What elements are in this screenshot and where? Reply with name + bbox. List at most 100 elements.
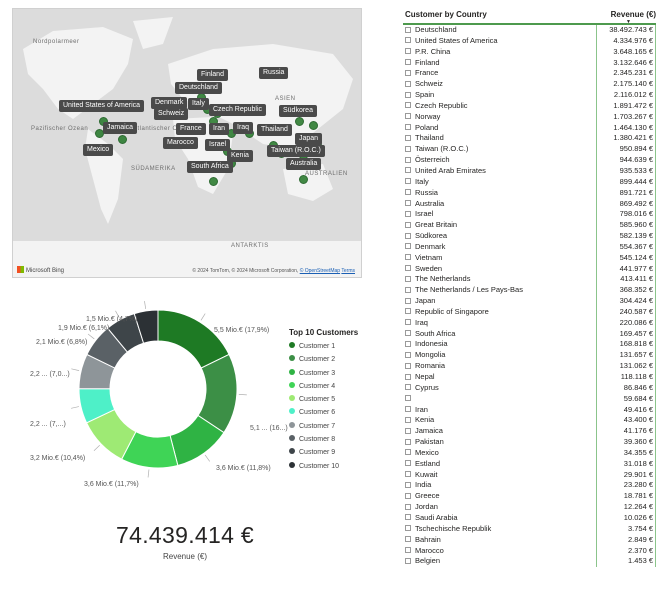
table-row[interactable]: Iraq 220.086 € [403,318,655,329]
expand-icon[interactable] [403,339,415,350]
expand-icon[interactable] [403,133,415,144]
column-header-revenue[interactable]: Revenue (€) ▼ [598,10,656,25]
table-row[interactable]: Bahrain 2.849 € [403,535,655,546]
expand-icon[interactable] [403,58,415,69]
expand-icon[interactable] [403,25,415,36]
table-row[interactable]: Iran 49.416 € [403,405,655,416]
table-row[interactable]: Great Britain 585.960 € [403,220,655,231]
table-row[interactable]: Spain 2.116.012 € [403,90,655,101]
table-row[interactable]: Saudi Arabia 10.026 € [403,513,655,524]
donut-slice-customer-10[interactable] [133,309,159,344]
expand-icon[interactable] [403,502,415,513]
map-label-deutschland[interactable]: Deutschland [175,82,222,94]
table-row[interactable]: Mexico 34.355 € [403,448,655,459]
table-row[interactable]: Mongolia 131.657 € [403,350,655,361]
table-row[interactable]: Poland 1.464.130 € [403,123,655,134]
table-row[interactable]: Finland 3.132.646 € [403,58,655,69]
expand-icon[interactable] [403,231,415,242]
table-row[interactable]: United States of America 4.334.976 € [403,36,655,47]
expand-icon[interactable] [403,199,415,210]
map-label-finland[interactable]: Finland [197,69,228,81]
table-row[interactable]: Deutschland 38.492.743 € [403,25,655,36]
table-row[interactable]: Kenia 43.400 € [403,415,655,426]
expand-icon[interactable] [403,372,415,383]
table-row[interactable]: South Africa 169.457 € [403,329,655,340]
table-row[interactable]: The Netherlands 413.411 € [403,274,655,285]
column-header-country[interactable]: Customer by Country [405,10,487,19]
expand-icon[interactable] [403,480,415,491]
table-row[interactable]: Norway 1.703.267 € [403,112,655,123]
legend-item[interactable]: Customer 4 [289,381,358,395]
map-label-suedkorea[interactable]: Südkorea [279,105,317,117]
table-row[interactable]: Indonesia 168.818 € [403,339,655,350]
table-row[interactable]: Estland 31.018 € [403,459,655,470]
table-row[interactable]: United Arab Emirates 935.533 € [403,166,655,177]
expand-icon[interactable] [403,296,415,307]
expand-icon[interactable] [403,535,415,546]
table-row[interactable]: Sweden 441.977 € [403,264,655,275]
expand-icon[interactable] [403,524,415,535]
table-row[interactable]: P.R. China 3.648.165 € [403,47,655,58]
table-row[interactable]: Vietnam 545.124 € [403,253,655,264]
expand-icon[interactable] [403,459,415,470]
table-row[interactable]: Österreich 944.639 € [403,155,655,166]
map-label-australia[interactable]: Australia [286,158,322,170]
expand-icon[interactable] [403,383,415,394]
map-label-taiwan[interactable]: Taiwan (R.O.C.) [267,145,325,157]
expand-icon[interactable] [403,513,415,524]
expand-icon[interactable] [403,166,415,177]
table-row[interactable]: Nepal 118.118 € [403,372,655,383]
expand-icon[interactable] [403,68,415,79]
expand-icon[interactable] [403,155,415,166]
expand-icon[interactable] [403,394,415,405]
table-row[interactable]: Schweiz 2.175.140 € [403,79,655,90]
table-row[interactable]: France 2.345.231 € [403,68,655,79]
table-row[interactable]: Belgien 1.453 € [403,556,655,567]
terms-link[interactable]: Terms [341,268,355,274]
expand-icon[interactable] [403,470,415,481]
map-label-denmark[interactable]: Denmark [151,97,188,109]
expand-icon[interactable] [403,242,415,253]
table-row[interactable]: Australia 869.492 € [403,199,655,210]
expand-icon[interactable] [403,307,415,318]
legend-item[interactable]: Customer 10 [289,461,358,475]
table-row[interactable]: Südkorea 582.139 € [403,231,655,242]
expand-icon[interactable] [403,285,415,296]
map-label-italy[interactable]: Italy [188,98,209,110]
table-row[interactable]: Kuwait 29.901 € [403,470,655,481]
map-bubble[interactable] [295,117,304,126]
map-label-russia[interactable]: Russia [259,67,289,79]
map-label-mexico[interactable]: Mexico [83,144,114,156]
map-label-japan[interactable]: Japan [295,133,323,145]
map-label-iran[interactable]: Iran [209,123,230,135]
table-row[interactable]: Russia 891.721 € [403,188,655,199]
table-row[interactable]: Italy 899.444 € [403,177,655,188]
map-label-israel[interactable]: Israel [205,139,231,151]
expand-icon[interactable] [403,177,415,188]
expand-icon[interactable] [403,405,415,416]
expand-icon[interactable] [403,415,415,426]
map-label-south-africa[interactable]: South Africa [187,161,233,173]
expand-icon[interactable] [403,274,415,285]
table-row[interactable]: Taiwan (R.O.C.) 950.894 € [403,144,655,155]
customer-map[interactable]: Nordpolarmeer Pazifischer Ozean Atlantis… [12,8,362,278]
expand-icon[interactable] [403,253,415,264]
legend-item[interactable]: Customer 6 [289,408,358,421]
map-label-iraq[interactable]: Iraq [233,122,254,134]
map-bubble[interactable] [118,135,127,144]
table-row[interactable]: 59.684 € [403,394,655,405]
map-bubble[interactable] [309,121,318,130]
expand-icon[interactable] [403,448,415,459]
table-row[interactable]: Denmark 554.367 € [403,242,655,253]
table-row[interactable]: Jordan 12.264 € [403,502,655,513]
table-row[interactable]: Cyprus 86.846 € [403,383,655,394]
table-row[interactable]: Israel 798.016 € [403,209,655,220]
expand-icon[interactable] [403,437,415,448]
expand-icon[interactable] [403,546,415,557]
table-row[interactable]: The Netherlands / Les Pays-Bas 368.352 € [403,285,655,296]
legend-item[interactable]: Customer 3 [289,368,358,382]
table-row[interactable]: Thailand 1.380.421 € [403,133,655,144]
table-row[interactable]: Japan 304.424 € [403,296,655,307]
map-label-kenia[interactable]: Kenia [227,150,253,162]
legend-item[interactable]: Customer 9 [289,448,358,461]
